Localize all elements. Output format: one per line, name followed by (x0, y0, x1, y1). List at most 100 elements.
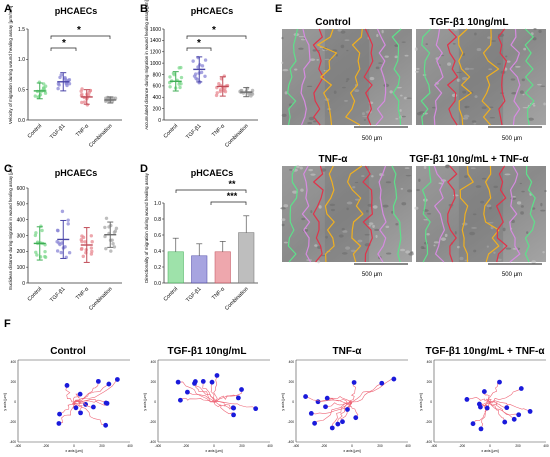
x-tick-label: 400 (267, 444, 273, 448)
cell-speck (407, 189, 413, 193)
cell-speck (405, 174, 412, 177)
cell-track (351, 378, 394, 403)
track-endpoint (73, 405, 79, 411)
cell-track (489, 401, 519, 416)
x-tick-label: Combination (224, 286, 250, 312)
data-point (179, 75, 184, 80)
track-endpoint (323, 404, 328, 410)
cell-speck (281, 223, 285, 227)
data-point (59, 73, 63, 77)
cell-speck (324, 58, 330, 61)
cell-speck (317, 50, 321, 52)
track-endpoint (502, 419, 508, 425)
y-tick-label: 0.5 (18, 87, 25, 93)
data-point (90, 240, 94, 244)
significance-bracket (186, 35, 247, 39)
data-point (33, 233, 38, 238)
wound-edge-line (301, 165, 312, 263)
data-point (55, 228, 60, 233)
cell-speck (520, 211, 524, 215)
x-tick-label: -400 (431, 444, 438, 448)
y-tick-label: 500 (17, 202, 26, 208)
cell-speck (316, 58, 320, 61)
cell-speck (381, 29, 384, 34)
x-tick-label: 0 (73, 444, 75, 448)
track-endpoint (335, 421, 341, 427)
data-point (85, 103, 90, 107)
wound-edge-line (345, 28, 363, 126)
x-tick-label: 400 (405, 444, 411, 448)
wound-edge-line (347, 165, 364, 263)
x-tick-label: 200 (239, 444, 245, 448)
cell-speck (433, 244, 436, 247)
cell-speck (342, 86, 346, 89)
x-tick-label: Combination (88, 123, 114, 149)
cell-speck (440, 237, 447, 241)
cell-speck (521, 78, 525, 82)
micro-background (416, 29, 546, 125)
y-tick-label: 400 (289, 360, 295, 364)
cell-speck (308, 116, 315, 121)
track-endpoint (379, 380, 385, 386)
cell-track (73, 393, 81, 403)
cell-speck (396, 86, 402, 89)
data-point (34, 250, 38, 254)
cell-speck (298, 47, 304, 50)
track-endpoint (481, 389, 487, 394)
data-point (103, 234, 107, 239)
track-endpoint (470, 421, 476, 427)
x-tick-label: Control (163, 286, 180, 303)
data-point (80, 239, 84, 244)
track-endpoint (177, 397, 183, 403)
cell-speck (505, 247, 512, 250)
micro-title-control: Control (315, 17, 351, 28)
track-endpoint (478, 426, 484, 432)
cell-speck (468, 68, 475, 70)
cell-speck (361, 175, 365, 178)
cell-speck (510, 197, 517, 200)
cell-speck (472, 213, 477, 216)
cell-speck (342, 230, 348, 233)
data-point (67, 77, 72, 82)
cell-speck (493, 185, 499, 189)
cell-speck (471, 120, 477, 123)
x-tick-label: TNF-α (75, 123, 90, 138)
cell-speck (496, 63, 502, 65)
cell-speck (473, 249, 477, 253)
cell-speck (544, 189, 547, 193)
data-point (109, 249, 113, 253)
cell-speck (473, 122, 477, 125)
cell-speck (522, 93, 525, 96)
data-point (191, 59, 195, 63)
cell-speck (487, 222, 494, 224)
x-tick-label: Combination (88, 286, 114, 312)
bar (238, 232, 255, 284)
cell-speck (451, 93, 458, 98)
cell-speck (505, 55, 508, 58)
track-endpoint (497, 379, 502, 385)
cell-track (71, 401, 94, 408)
wound-edge-line (433, 28, 444, 126)
data-point (67, 251, 72, 255)
wound-edge-line (317, 28, 338, 126)
cell-speck (406, 97, 412, 99)
chart-d-sig-2: *** (227, 191, 238, 201)
x-tick-label: 0 (351, 444, 353, 448)
track-title-tgf: TGF-β1 10ng/mL (168, 346, 247, 357)
cell-speck (538, 29, 542, 34)
x-tick-label: 0 (489, 444, 491, 448)
y-tick-label: 400 (11, 360, 17, 364)
cell-speck (299, 166, 303, 170)
cell-speck (296, 164, 300, 169)
cell-speck (312, 49, 317, 52)
cell-speck (333, 90, 337, 94)
x-axis-label: x axis [µm] (205, 449, 222, 453)
data-point (194, 72, 198, 76)
cell-speck (510, 78, 516, 81)
cell-speck (317, 260, 321, 264)
chart-a-title: pHCAECs (55, 6, 98, 16)
cell-speck (532, 37, 537, 41)
chart-d-sig-1: ** (228, 179, 236, 189)
cell-speck (341, 227, 345, 231)
cell-track (73, 381, 99, 403)
